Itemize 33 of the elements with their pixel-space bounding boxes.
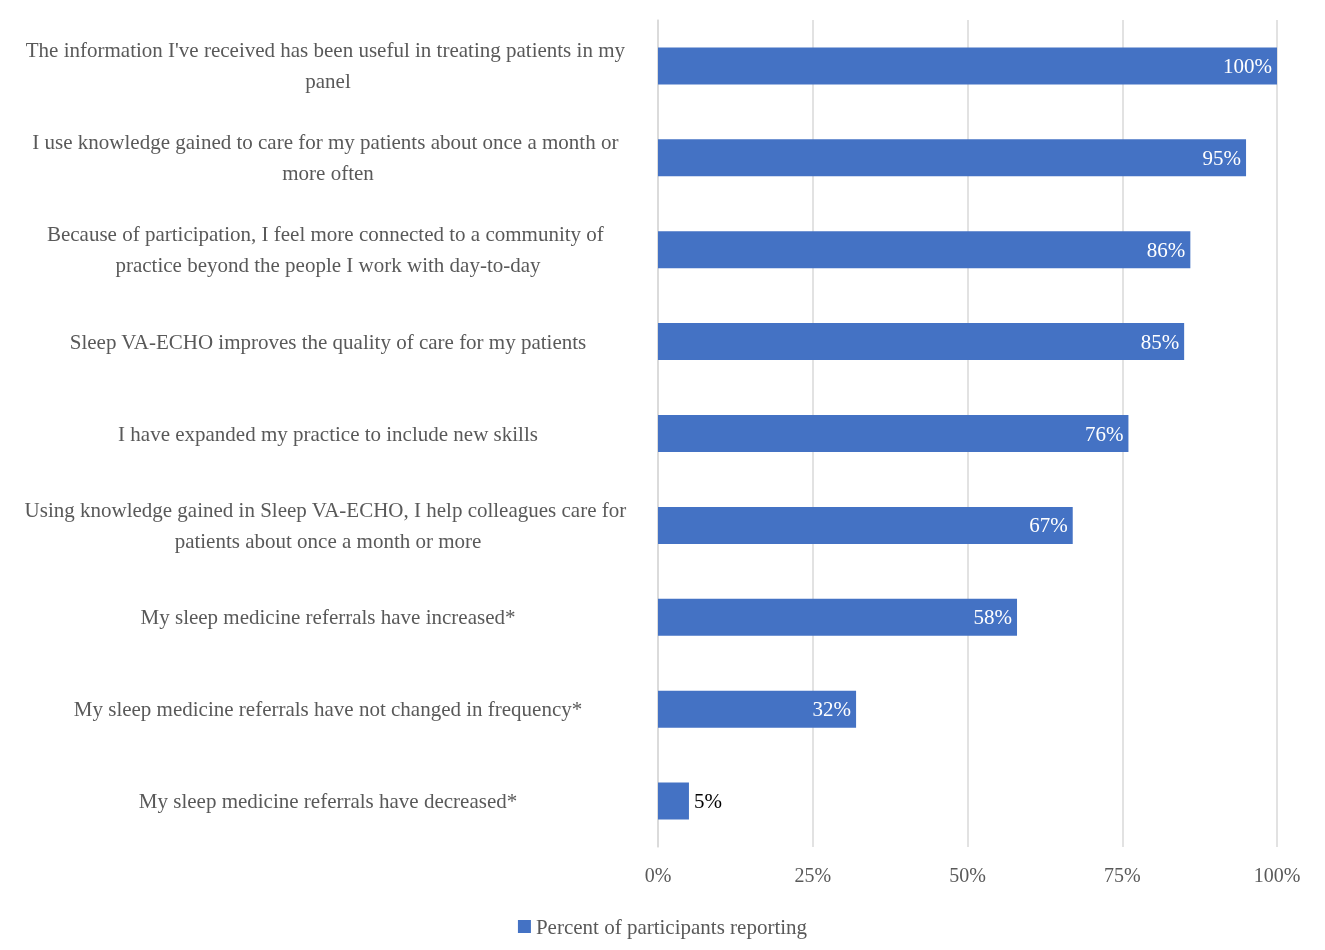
data-label: 5% <box>693 789 722 814</box>
y-tick-label: Using knowledge gained in Sleep VA-ECHO, I help colleagues care for patients about once a month or more <box>24 497 632 553</box>
y-tick-label: My sleep medicine referrals have increased* <box>140 605 516 630</box>
data-label: 58% <box>973 605 1013 630</box>
y-tick-label: I have expanded my practice to include new skills <box>118 421 538 446</box>
y-tick-label: I use knowledge gained to care for my patients about once a month or more often <box>32 130 624 186</box>
x-tick-label: 50% <box>949 864 986 886</box>
data-label: 85% <box>1140 329 1180 354</box>
x-tick-label: 100% <box>1253 864 1301 886</box>
x-tick-label: 0% <box>644 864 672 886</box>
bar <box>658 506 1073 544</box>
bar <box>658 139 1247 177</box>
bar <box>658 782 689 820</box>
bar <box>658 598 1018 636</box>
bar <box>658 690 857 728</box>
data-label: 100% <box>1223 53 1272 78</box>
data-label: 67% <box>1029 513 1068 538</box>
x-tick-label: 75% <box>1103 864 1141 886</box>
y-tick-label: My sleep medicine referrals have decreased* <box>138 789 518 814</box>
y-tick-label: Because of participation, I feel more connected to a community of practice beyond the people I work with day-to-day <box>46 222 610 278</box>
bar <box>658 415 1129 452</box>
bar <box>658 323 1185 361</box>
x-tick-label: 25% <box>794 864 832 886</box>
data-label: 76% <box>1084 421 1124 446</box>
bar <box>658 47 1277 85</box>
y-tick-label: My sleep medicine referrals have not changed in frequency* <box>73 697 583 722</box>
data-label: 86% <box>1146 237 1186 262</box>
y-tick-label: The information I've received has been useful in treating patients in my panel <box>25 38 631 94</box>
legend-label: Percent of participants reporting <box>535 914 808 939</box>
data-label: 95% <box>1202 145 1242 170</box>
data-label: 32% <box>812 697 852 722</box>
bar <box>658 231 1191 269</box>
y-tick-label: Sleep VA-ECHO improves the quality of care for my patients <box>69 329 587 354</box>
